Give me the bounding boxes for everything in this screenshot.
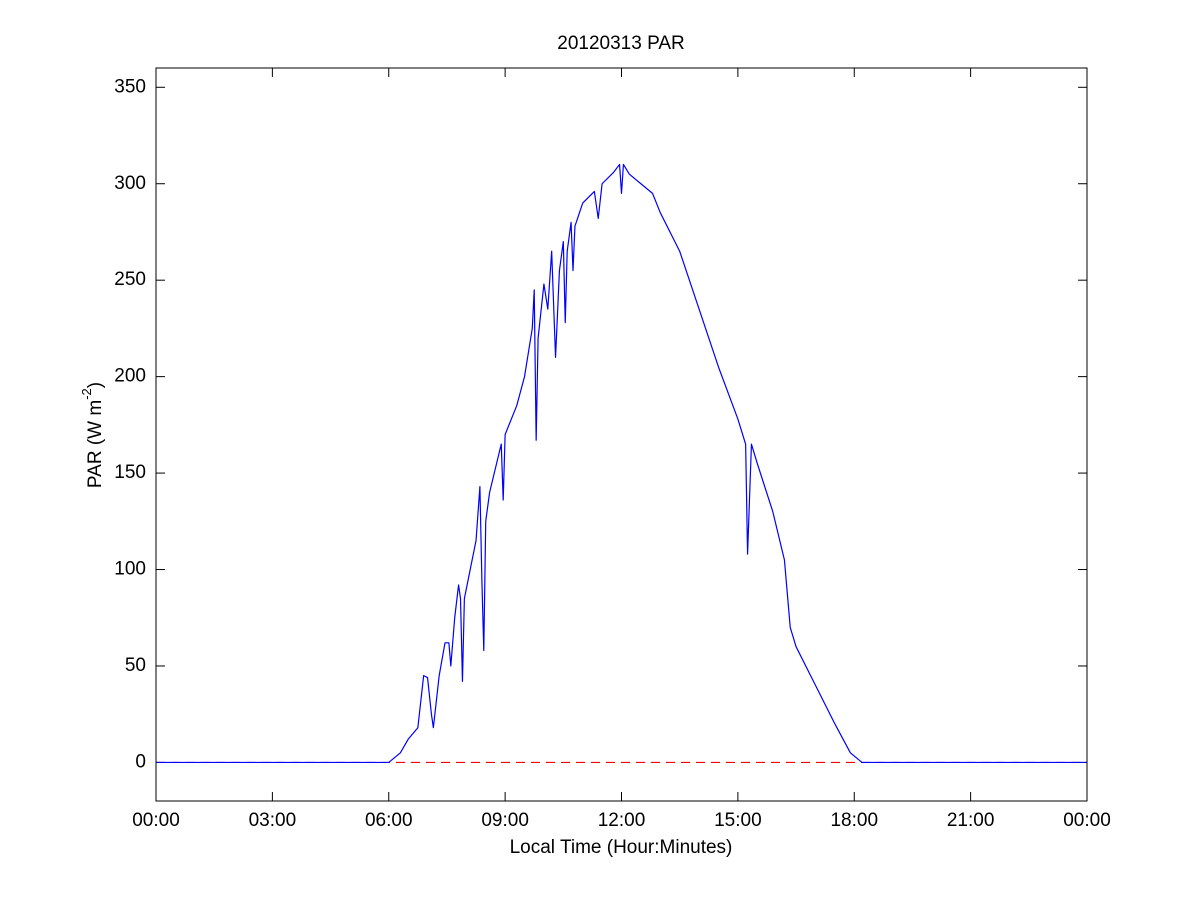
y-axis-label: PAR (W m-2) — [79, 382, 106, 488]
y-axis-label-main: PAR (W m — [85, 400, 106, 488]
x-tick-label: 09:00 — [481, 810, 529, 831]
y-tick-label: 0 — [135, 751, 146, 772]
x-tick-label: 03:00 — [249, 810, 297, 831]
y-tick-label: 350 — [114, 76, 146, 97]
chart-title: 20120313 PAR — [557, 33, 684, 54]
y-tick-label: 50 — [125, 655, 146, 676]
x-tick-label: 18:00 — [830, 810, 878, 831]
y-axis-label-exponent: -2 — [79, 388, 94, 400]
y-tick-label: 100 — [114, 559, 146, 580]
x-tick-label: 15:00 — [714, 810, 762, 831]
y-tick-label: 150 — [114, 462, 146, 483]
x-tick-label: 00:00 — [132, 810, 180, 831]
x-tick-label: 12:00 — [598, 810, 646, 831]
y-tick-label: 200 — [114, 366, 146, 387]
y-tick-label: 250 — [114, 269, 146, 290]
plot-frame — [155, 67, 1088, 802]
y-axis-label-end: ) — [85, 382, 106, 388]
data-line — [156, 163, 1087, 764]
y-tick-label: 300 — [114, 173, 146, 194]
x-tick-label: 06:00 — [365, 810, 413, 831]
x-tick-label: 21:00 — [947, 810, 995, 831]
x-tick-label: 00:00 — [1063, 810, 1111, 831]
x-axis-label: Local Time (Hour:Minutes) — [510, 837, 733, 858]
